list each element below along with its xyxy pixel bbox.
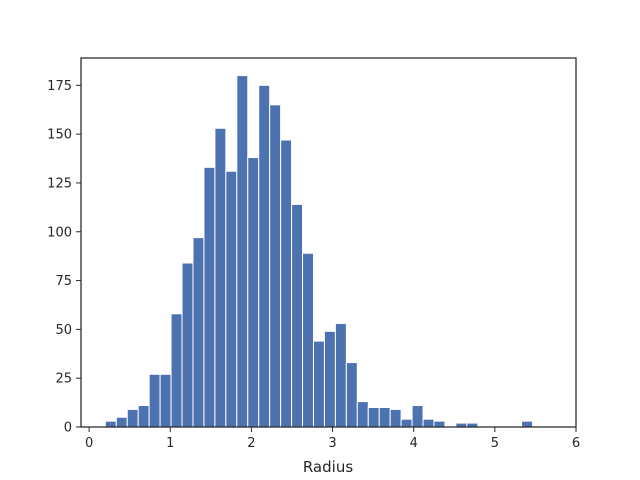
y-tick-label: 150 <box>47 128 72 143</box>
histogram-bar <box>137 405 150 428</box>
histogram-bar <box>345 362 358 428</box>
x-tick-label: 0 <box>85 436 93 451</box>
y-tick-label: 25 <box>55 372 72 387</box>
histogram-bar <box>400 418 413 428</box>
histogram-bar <box>203 166 216 428</box>
histogram-bar <box>115 416 128 428</box>
histogram-bar <box>378 406 391 428</box>
histogram-bar <box>367 406 380 428</box>
plot-frame <box>80 57 577 428</box>
histogram-bar <box>104 420 117 428</box>
histogram-bar <box>148 373 161 428</box>
histogram-bar <box>170 313 183 428</box>
histogram-bar <box>521 420 534 428</box>
histogram-bar <box>291 203 304 428</box>
histogram-bar <box>181 262 194 428</box>
histogram-bar <box>389 408 402 428</box>
histogram-bar <box>280 139 293 428</box>
histogram-bar <box>236 75 249 428</box>
histogram-bar <box>247 157 260 428</box>
bars-group <box>104 75 534 428</box>
histogram-bar <box>214 127 227 428</box>
x-axis-label: Radius <box>303 458 353 476</box>
histogram-bar <box>312 340 325 428</box>
histogram-bar <box>192 237 205 428</box>
y-tick-label: 125 <box>47 176 72 191</box>
y-tick-label: 50 <box>55 323 72 338</box>
x-tick-label: 3 <box>328 436 336 451</box>
x-axis: 0 1 2 3 4 5 6 <box>85 427 580 451</box>
histogram-bar <box>323 330 336 428</box>
y-tick-label: 0 <box>64 421 72 436</box>
histogram-bar <box>225 170 238 428</box>
histogram-bar <box>126 408 139 428</box>
histogram-bar <box>334 323 347 428</box>
histogram-bar <box>422 418 435 428</box>
histogram-bar <box>258 84 271 428</box>
histogram-bar <box>269 104 282 428</box>
y-tick-label: 175 <box>47 79 72 94</box>
y-tick-label: 75 <box>55 274 72 289</box>
y-tick-label: 100 <box>47 225 72 240</box>
histogram-bar <box>159 373 172 428</box>
y-axis: 0 25 50 75 100 125 150 175 <box>47 79 81 436</box>
x-tick-label: 2 <box>247 436 255 451</box>
x-tick-label: 6 <box>572 436 580 451</box>
histogram-bar <box>411 405 424 428</box>
histogram-bar <box>433 420 446 428</box>
histogram-bar <box>356 401 369 428</box>
x-tick-label: 4 <box>410 436 418 451</box>
x-tick-label: 1 <box>166 436 174 451</box>
histogram-bar <box>302 252 314 428</box>
x-tick-label: 5 <box>491 436 499 451</box>
